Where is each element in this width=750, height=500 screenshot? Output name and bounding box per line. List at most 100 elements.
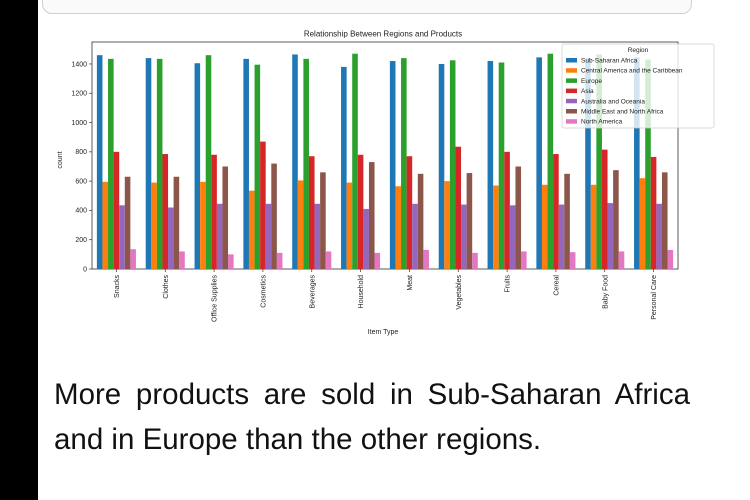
- bar: [200, 181, 206, 269]
- plot-area: 0 200 400 600 800 1000 1200 1400 Snacks Clothes Of…: [71, 41, 679, 322]
- bar: [515, 166, 522, 269]
- bar: [596, 54, 602, 269]
- bar: [504, 151, 510, 269]
- bar: [108, 58, 114, 269]
- y-axis-label: count: [57, 151, 64, 168]
- bar: [487, 61, 494, 269]
- legend-entry: North America: [581, 119, 623, 126]
- top-card: [42, 0, 692, 14]
- bar: [656, 203, 662, 269]
- bar: [96, 55, 103, 269]
- x-tick-label: Beverages: [309, 275, 316, 309]
- bar: [601, 149, 608, 269]
- bar: [211, 154, 217, 269]
- bar: [412, 203, 418, 269]
- x-tick-label: Personal Care: [651, 275, 658, 320]
- bar: [585, 58, 591, 269]
- bar: [276, 252, 283, 269]
- bar: [271, 163, 277, 269]
- x-tick-label: Household: [358, 275, 365, 309]
- bar: [320, 172, 326, 269]
- legend-entry: Australia and Oceania: [581, 98, 645, 105]
- y-tick-label: 200: [75, 237, 87, 244]
- bar: [168, 207, 174, 269]
- y-tick-label: 0: [83, 266, 87, 273]
- bar: [260, 141, 266, 269]
- legend-swatch: [566, 98, 577, 104]
- x-tick-label: Office Supplies: [212, 275, 219, 322]
- chart-title: Relationship Between Regions and Product…: [304, 30, 462, 39]
- bar: [661, 172, 668, 269]
- bar-chart: Relationship Between Regions and Product…: [57, 30, 715, 336]
- bar: [341, 66, 347, 269]
- page-canvas: Relationship Between Regions and Product…: [38, 0, 750, 500]
- bar: [119, 205, 125, 269]
- bar: [368, 162, 375, 269]
- bar: [156, 58, 163, 269]
- bar: [558, 204, 565, 269]
- bar: [248, 190, 255, 269]
- caption-text: More products are sold in Sub-Saharan Af…: [54, 378, 690, 456]
- bar: [590, 184, 597, 269]
- y-tick-label: 800: [75, 149, 87, 156]
- x-axis-label: Item Type: [368, 329, 399, 336]
- bar: [553, 154, 559, 269]
- bar: [493, 185, 499, 269]
- bar: [564, 173, 570, 269]
- x-tick-label: Meat: [407, 275, 414, 291]
- bar: [162, 154, 169, 269]
- bar: [509, 205, 516, 269]
- y-tick-label: 1400: [71, 61, 87, 68]
- bar: [634, 57, 640, 270]
- bar: [401, 58, 407, 269]
- legend-entry: Middle East and North Africa: [581, 109, 664, 116]
- bar: [395, 186, 402, 269]
- legend-swatch: [566, 68, 577, 73]
- bar: [173, 176, 180, 269]
- legend-box: [561, 43, 715, 129]
- bar: [455, 146, 462, 269]
- bar: [243, 58, 249, 269]
- y-tick-label: 1200: [71, 91, 87, 98]
- x-tick-label: Clothes: [163, 275, 170, 299]
- bar: [265, 203, 272, 269]
- x-tick-label: Cosmetics: [260, 275, 267, 308]
- bar: [461, 204, 467, 269]
- bar: [667, 249, 674, 269]
- bar: [417, 173, 424, 269]
- legend-entry: Sub-Saharan Africa: [581, 58, 638, 65]
- x-tick-label: Fruits: [505, 275, 512, 293]
- legend: Region Sub-Saharan Africa Central America …: [561, 43, 715, 129]
- bar: [113, 151, 120, 269]
- bar: [179, 251, 185, 269]
- bar: [222, 166, 229, 269]
- y-tick-label: 1000: [71, 120, 87, 127]
- y-tick-label: 400: [75, 208, 87, 215]
- bar: [254, 64, 261, 269]
- bar: [363, 208, 369, 269]
- bar: [541, 184, 548, 269]
- bar: [618, 251, 625, 269]
- legend-swatch: [566, 109, 577, 114]
- bar: [194, 63, 201, 269]
- bar: [352, 53, 358, 270]
- bar: [374, 252, 381, 269]
- x-tick-label: Cereal: [553, 275, 560, 296]
- bar: [406, 156, 413, 269]
- bar: [124, 176, 131, 269]
- bar: [151, 182, 157, 269]
- bar: [130, 249, 136, 269]
- bar: [325, 251, 332, 269]
- legend-entry: Central America and the Caribbean: [581, 68, 683, 75]
- bar: [292, 54, 298, 269]
- bar: [472, 252, 478, 269]
- bar: [205, 55, 212, 269]
- bar: [645, 59, 651, 270]
- bar: [613, 170, 619, 269]
- legend-swatch: [566, 119, 577, 124]
- y-tick-label: 600: [75, 178, 87, 185]
- legend-title: Region: [628, 47, 649, 54]
- legend-swatch: [566, 58, 577, 63]
- bar: [650, 156, 657, 269]
- legend-swatch: [566, 78, 577, 83]
